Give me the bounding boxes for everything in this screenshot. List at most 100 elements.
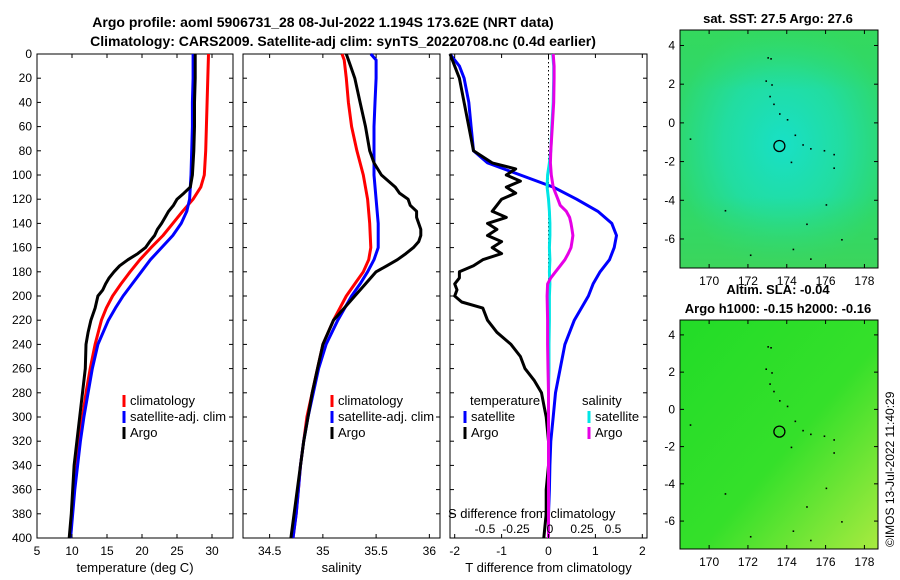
y-tick-label: 100 xyxy=(12,168,32,182)
x-tick-label: 36 xyxy=(423,544,437,558)
series-line-argo xyxy=(67,54,197,539)
map-y-tick-label: -2 xyxy=(664,440,675,454)
island-dot xyxy=(769,95,771,98)
sla-map-axes: 170 172 174 176 178 4 2 0 -2 -4 -6 xyxy=(664,319,879,569)
island-dot xyxy=(810,433,812,436)
x-tick-label: 34.5 xyxy=(258,544,282,558)
x-tick-label: 20 xyxy=(135,544,149,558)
island-dot xyxy=(779,400,781,402)
y-tick-label: 220 xyxy=(12,313,32,327)
legend-argo-label: Argo xyxy=(130,425,157,440)
map-x-tick-label: 176 xyxy=(816,274,836,288)
salinity-panel: 34.5 35 35.5 36 salinity xyxy=(242,53,441,575)
legend-climatology-label: climatology xyxy=(338,393,404,408)
x-tick-label: 35.5 xyxy=(364,544,388,558)
y-tick-label: 140 xyxy=(12,216,32,230)
island-dot xyxy=(802,144,804,146)
temperature-panel: 5 10 15 20 25 3002040608010012014016018020022… xyxy=(12,47,234,575)
island-dot xyxy=(810,539,812,542)
y-tick-label: 80 xyxy=(19,144,33,158)
y-tick-label: 260 xyxy=(12,362,32,376)
island-dot xyxy=(823,149,826,152)
island-dot xyxy=(724,493,727,495)
series-line-satellite-adj-clim xyxy=(69,54,195,539)
figure-title-line2: Climatology: CARS2009. Satellite-adj cli… xyxy=(90,33,596,49)
y-tick-label: 20 xyxy=(19,71,33,85)
island-dot xyxy=(825,487,828,490)
map-x-tick-label: 172 xyxy=(738,555,758,569)
s-tick-label: -0.5 xyxy=(475,522,496,536)
legend-temperature-title: temperature xyxy=(470,393,540,408)
salinity-legend: climatology satellite-adj. clim Argo xyxy=(330,393,434,440)
map-frame xyxy=(679,29,879,269)
island-dot xyxy=(767,346,769,348)
island-dot xyxy=(794,134,797,137)
sla-map xyxy=(680,320,878,549)
x-axis-label: salinity xyxy=(322,560,362,575)
legend-sal-satellite-label: satellite xyxy=(595,409,639,424)
island-dot xyxy=(833,452,835,454)
map-y-tick-label: -2 xyxy=(664,155,675,169)
map-y-tick-label: -6 xyxy=(664,514,675,528)
profile-location-marker xyxy=(773,425,786,438)
map-y-tick-label: 2 xyxy=(668,77,675,91)
map-y-tick-label: 2 xyxy=(668,365,675,379)
y-tick-label: 280 xyxy=(12,386,32,400)
s-tick-label: 0.5 xyxy=(605,522,622,536)
island-dot xyxy=(790,161,793,164)
island-dot xyxy=(792,248,795,251)
x-tick-label: 1 xyxy=(592,544,599,558)
x-tick-label: 10 xyxy=(65,544,79,558)
map-y-tick-label: -4 xyxy=(664,477,675,491)
map-y-tick-label: -6 xyxy=(664,232,675,246)
island-dot xyxy=(790,446,793,449)
map-x-tick-label: 178 xyxy=(854,555,874,569)
difference-legend: temperature satellite Argo salinity sate… xyxy=(463,393,639,440)
x-tick-label: 30 xyxy=(205,544,219,558)
legend-temp-satellite-label: satellite xyxy=(471,409,515,424)
x-axis-label: temperature (deg C) xyxy=(76,560,193,575)
sla-map-background xyxy=(680,320,878,549)
island-dot xyxy=(786,119,789,121)
x-tick-label: 35 xyxy=(316,544,330,558)
sla-map-islands xyxy=(689,346,843,542)
island-dot xyxy=(773,390,775,393)
y-tick-label: 340 xyxy=(12,458,32,472)
temperature-legend: climatology satellite-adj. clim Argo xyxy=(122,393,226,440)
x-tick-label: -2 xyxy=(449,544,460,558)
map-y-tick-label: 0 xyxy=(668,402,675,416)
island-dot xyxy=(802,429,804,432)
sla-map-title-line2: Argo h1000: -0.15 h2000: -0.16 xyxy=(685,301,871,316)
map-x-tick-label: 176 xyxy=(816,555,836,569)
legend-sal-argo-label: Argo xyxy=(595,425,622,440)
x-axis-label: T difference from climatology xyxy=(465,560,632,575)
y-tick-label: 360 xyxy=(12,483,32,497)
island-dot xyxy=(825,204,828,206)
sst-map-edges xyxy=(680,30,878,268)
island-dot xyxy=(833,153,835,156)
island-dot xyxy=(770,58,772,60)
island-dot xyxy=(749,535,752,538)
island-dot xyxy=(833,439,835,441)
sst-map xyxy=(680,30,878,268)
island-dot xyxy=(765,368,768,371)
s-tick-label: -0.25 xyxy=(502,522,530,536)
island-dot xyxy=(689,138,692,140)
x-tick-label: 25 xyxy=(170,544,184,558)
s-tick-label: 0.25 xyxy=(570,522,594,536)
map-y-tick-label: 0 xyxy=(668,116,675,130)
island-dot xyxy=(771,84,773,86)
x-tick-label: 2 xyxy=(639,544,646,558)
legend-climatology-label: climatology xyxy=(130,393,196,408)
y-tick-label: 400 xyxy=(12,531,32,545)
map-x-tick-label: 174 xyxy=(777,555,797,569)
s-difference-label: S difference from climatology xyxy=(448,506,616,521)
y-tick-label: 180 xyxy=(12,265,32,279)
map-y-tick-label: -4 xyxy=(664,193,675,207)
legend-argo-label: Argo xyxy=(338,425,365,440)
x-tick-label: 15 xyxy=(100,544,114,558)
island-dot xyxy=(810,258,812,260)
island-dot xyxy=(779,113,781,115)
x-tick-label: 0 xyxy=(545,544,552,558)
island-dot xyxy=(749,254,752,257)
